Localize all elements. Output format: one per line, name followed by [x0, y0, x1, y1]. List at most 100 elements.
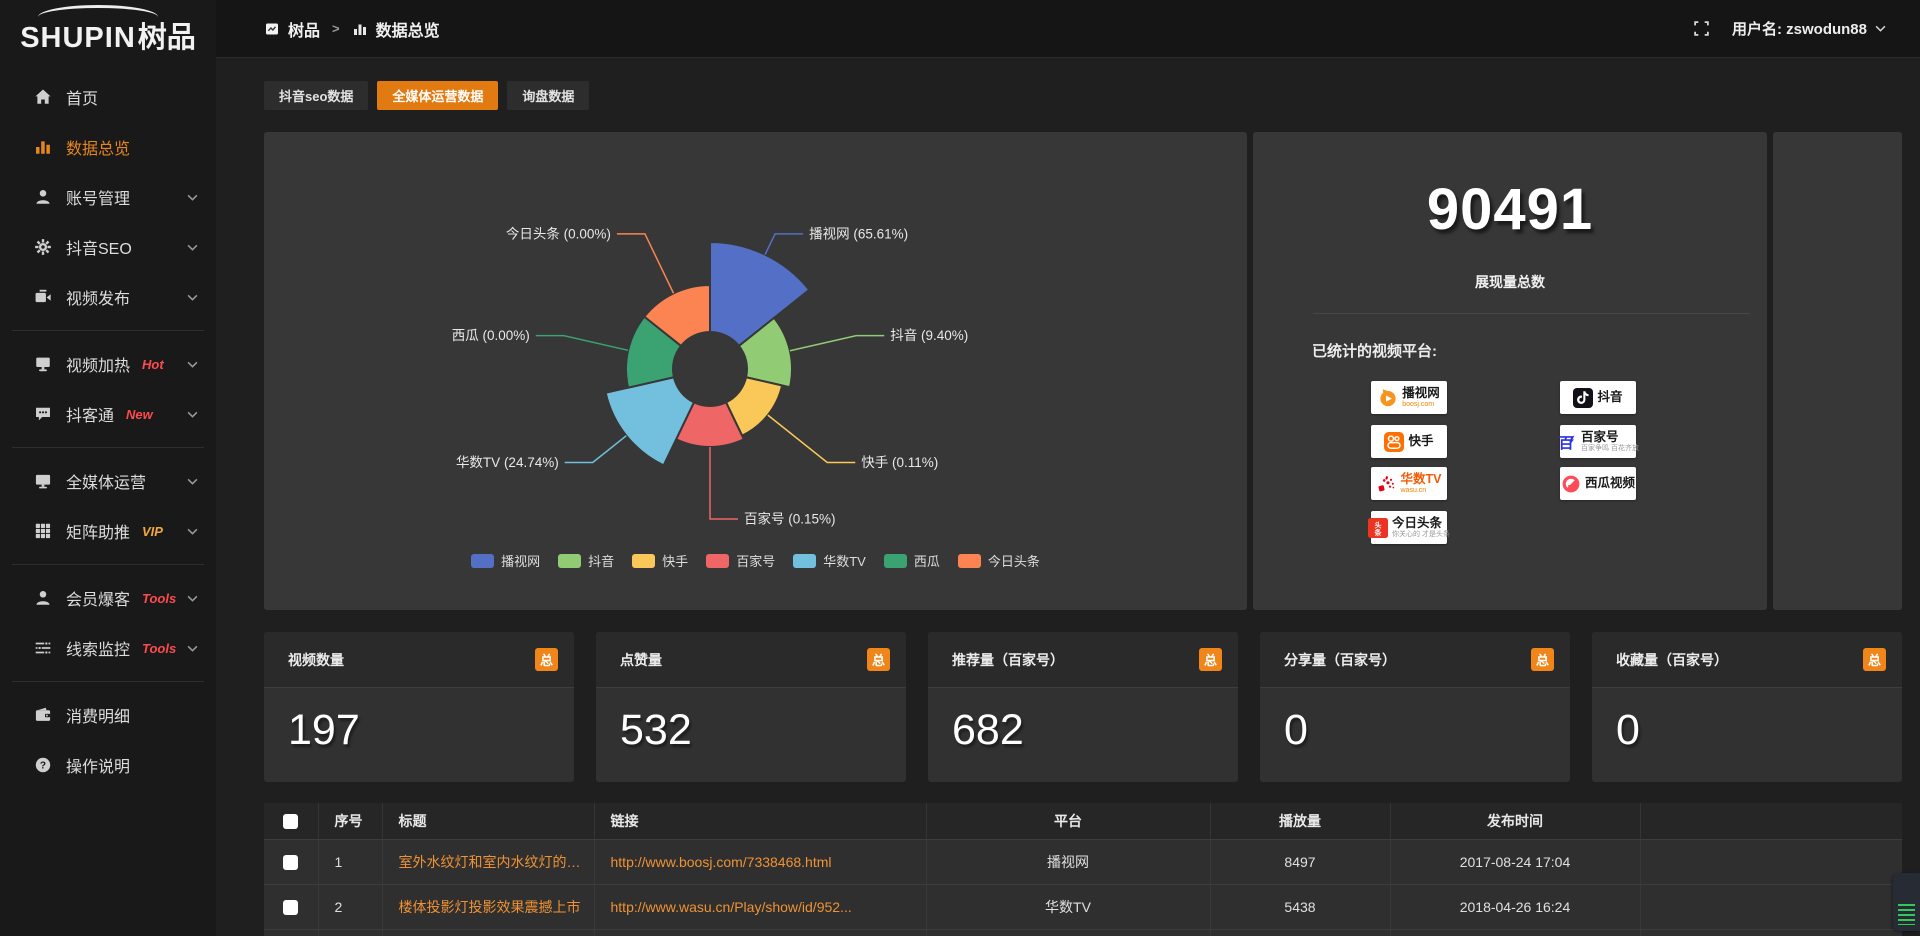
sidebar-item-label: 视频发布: [66, 291, 131, 308]
sidebar-divider: [12, 330, 204, 331]
total-badge[interactable]: 总: [1199, 648, 1222, 671]
user-menu[interactable]: 用户名: zswodun88: [1732, 18, 1886, 39]
row-checkbox[interactable]: [283, 854, 299, 870]
total-badge[interactable]: 总: [535, 648, 558, 671]
row-checkbox[interactable]: [283, 899, 299, 915]
table-header-row: 序号 标题 链接 平台 播放量 发布时间: [264, 803, 1902, 840]
chevron-down-icon: [187, 645, 198, 652]
slice-label: 百家号 (0.15%): [744, 511, 836, 527]
sidebar-item-help-guide[interactable]: ? 操作说明: [0, 740, 216, 790]
sidebar-item-label: 数据总览: [66, 141, 131, 158]
platform-badge-今日头条: 头条今日头条 你关心的 才是头条: [1368, 511, 1450, 544]
breadcrumb-app[interactable]: 树品: [288, 22, 321, 40]
floating-contact-widget[interactable]: [1893, 873, 1920, 931]
sidebar-item-all-media-ops[interactable]: 全媒体运营: [0, 456, 216, 506]
fullscreen-icon[interactable]: [1693, 20, 1710, 37]
legend-swatch: [632, 553, 656, 568]
sidebar-item-account-manage[interactable]: 账号管理: [0, 172, 216, 222]
tab-3[interactable]: 询盘数据: [507, 81, 590, 110]
svg-text:条: 条: [1374, 528, 1383, 537]
legend-item-西瓜[interactable]: 西瓜: [883, 551, 940, 570]
cell-title[interactable]: 楼体投影灯投影效果震撼上市: [382, 884, 595, 930]
sidebar-item-clue-monitor[interactable]: 线索监控 Tools: [0, 623, 216, 673]
row-checkbox-cell: [264, 929, 319, 936]
baijiahao-logo: 百: [1557, 432, 1577, 452]
platform-badge-subtext: wasu.cn: [1400, 486, 1427, 494]
sidebar-divider: [12, 681, 204, 682]
chevron-down-icon: [187, 361, 198, 368]
stat-card-value: 0: [1616, 706, 1640, 754]
legend-swatch: [883, 553, 907, 568]
chevron-down-icon: [187, 294, 198, 301]
total-badge[interactable]: 总: [1863, 648, 1886, 671]
sidebar-item-video-publish[interactable]: 视频发布: [0, 272, 216, 322]
total-badge[interactable]: 总: [867, 648, 890, 671]
legend-item-华数TV[interactable]: 华数TV: [793, 551, 866, 570]
legend-item-播视网[interactable]: 播视网: [471, 551, 540, 570]
sidebar-item-badge: VIP: [142, 523, 163, 539]
rose-slice-今日头条[interactable]: [642, 283, 711, 348]
sidebar-item-douketong[interactable]: 抖客通 New: [0, 389, 216, 439]
tab-1[interactable]: 抖音seo数据: [264, 81, 369, 110]
cell-title[interactable]: 室外水纹灯和室内水纹灯的区别和简介: [382, 839, 595, 885]
cell-link[interactable]: http://www.boosj.com/7338468.html: [594, 839, 927, 885]
sidebar-item-expense-detail[interactable]: 消费明细: [0, 690, 216, 740]
stat-card-title: 点赞量: [620, 651, 662, 668]
sidebar-item-label: 矩阵助推: [66, 525, 131, 542]
row-checkbox-cell: [264, 839, 319, 885]
platform-badge-抖音: 抖音: [1560, 381, 1636, 414]
sidebar-item-data-overview[interactable]: 数据总览: [0, 122, 216, 172]
breadcrumb-page[interactable]: 数据总览: [375, 22, 440, 40]
chevron-down-icon: [187, 194, 198, 201]
sidebar-divider: [12, 564, 204, 565]
sidebar-item-matrix-boost[interactable]: 矩阵助推 VIP: [0, 506, 216, 556]
sidebar-item-home[interactable]: 首页: [0, 72, 216, 122]
logo-arc-decoration: [38, 5, 159, 17]
rose-slice-华数TV[interactable]: [604, 376, 696, 467]
legend-item-今日头条[interactable]: 今日头条: [957, 551, 1040, 570]
sidebar: SHUPIN树品 首页数据总览账号管理抖音SEO 视频发布视频加热 Hot 抖客通 Ne…: [0, 0, 216, 936]
chevron-down-icon: [187, 478, 198, 485]
total-badge[interactable]: 总: [1531, 648, 1554, 671]
svg-text:?: ?: [40, 761, 46, 772]
impressions-total-value: 90491: [1426, 177, 1594, 242]
legend-item-抖音[interactable]: 抖音: [558, 551, 614, 570]
label-leader-line: [764, 233, 804, 255]
stat-card-value: 532: [620, 706, 692, 754]
row-checkbox-cell: [264, 884, 319, 930]
app-logo[interactable]: SHUPIN树品: [0, 0, 216, 64]
rose-slice-抖音[interactable]: [737, 316, 793, 389]
sidebar-item-badge: Tools: [142, 640, 177, 656]
cell-platform: 华数TV: [926, 884, 1211, 930]
stat-card-4: 分享量（百家号） 总 0: [1260, 632, 1570, 782]
platform-badge-name: 快手: [1408, 434, 1434, 449]
stat-card-3: 推荐量（百家号） 总 682: [928, 632, 1238, 782]
tab-2[interactable]: 全媒体运营数据: [377, 81, 499, 110]
legend-item-快手[interactable]: 快手: [632, 551, 688, 570]
cell-plays: 8497: [1210, 839, 1391, 885]
cell-time: 2018-04-26 16:24: [1390, 884, 1641, 930]
rose-slice-播视网[interactable]: [709, 240, 811, 348]
legend-item-百家号[interactable]: 百家号: [706, 551, 775, 570]
platform-badge-name: 抖音: [1597, 390, 1623, 405]
stat-card-2: 点赞量 总 532: [596, 632, 906, 782]
bar-chart-icon: [34, 138, 52, 156]
breadcrumb-separator: >: [332, 21, 340, 36]
label-leader-line: [789, 334, 885, 352]
stat-card-value: 197: [288, 706, 360, 754]
cell-link[interactable]: http://www.wasu.cn/Play/show/id/952...: [594, 884, 927, 930]
select-all-checkbox-cell: [264, 803, 319, 840]
table-header-序号: 序号: [318, 803, 383, 840]
logo-text-cn: 树品: [137, 22, 196, 54]
select-all-checkbox[interactable]: [283, 814, 299, 830]
app-window-icon: [264, 21, 280, 37]
table-row: 2 楼体投影灯投影效果震撼上市 http://www.wasu.cn/Play/sh…: [264, 884, 1902, 930]
platform-share-rose-chart[interactable]: 播视网 (65.61%) 抖音 (9.40%) 快手 (0.11%) 百家号 (0.1…: [264, 132, 1247, 610]
stat-card-1: 视频数量 总 197: [264, 632, 574, 782]
sidebar-item-label: 账号管理: [66, 191, 131, 208]
douyin-logo: [1573, 387, 1594, 408]
sidebar-item-member-baoke[interactable]: 会员爆客 Tools: [0, 573, 216, 623]
sidebar-item-douyin-seo[interactable]: 抖音SEO: [0, 222, 216, 272]
sidebar-item-video-heat[interactable]: 视频加热 Hot: [0, 339, 216, 389]
